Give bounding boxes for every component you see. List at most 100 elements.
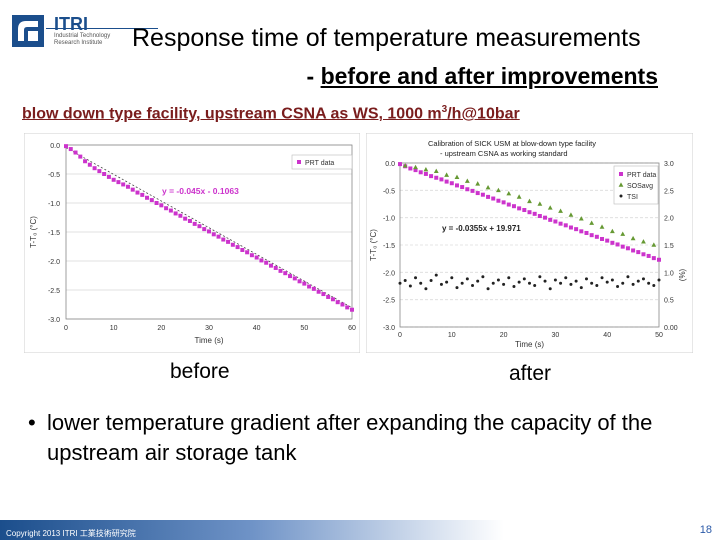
chart-after-y2tick-label: 0.5	[664, 298, 674, 305]
chart-after-point	[433, 168, 439, 173]
chart-after-point	[620, 231, 626, 236]
chart-after-y2tick-label: 2.5	[664, 188, 674, 195]
chart-after-xtick-label: 40	[603, 332, 611, 339]
chart-after-xtick-label: 50	[655, 332, 663, 339]
chart-before-point	[288, 274, 293, 279]
chart-before-xtick-label: 10	[110, 325, 118, 332]
bullet-dot-icon: •	[28, 410, 36, 435]
chart-after-point	[414, 276, 418, 280]
chart-after-point	[454, 183, 459, 188]
chart-after-y2label: (%)	[678, 268, 687, 281]
chart-after-y2tick-label: 2.0	[664, 216, 674, 223]
chart-after-point	[553, 219, 558, 224]
chart-after-xtick-label: 10	[448, 332, 456, 339]
chart-after-point	[630, 235, 636, 241]
chart-before-point	[230, 242, 235, 247]
chart-after-ytick-label: -3.0	[383, 325, 395, 332]
chart-before-point	[87, 162, 92, 167]
chart-before-point	[173, 211, 178, 216]
chart-after-point	[501, 200, 506, 205]
chart-after-point	[439, 177, 444, 182]
chart-before-point	[78, 154, 83, 159]
chart-after-point	[527, 198, 532, 204]
chart-after-point	[439, 282, 443, 286]
chart-after-point	[584, 230, 589, 235]
chart-after-point	[512, 285, 516, 289]
chart-after-point	[548, 287, 552, 291]
chart-before-point	[130, 187, 135, 192]
chart-after-y2tick-label: 1.5	[664, 243, 674, 250]
chart-before-point	[283, 271, 288, 276]
slide-title-line1: Response time of temperature measurement…	[132, 24, 641, 52]
chart-after-point	[563, 223, 568, 228]
chart-before-point	[297, 279, 302, 284]
chart-after-ytick-label: -1.5	[383, 243, 395, 250]
chart-before-point	[106, 174, 111, 179]
chart-before-point	[249, 253, 254, 258]
chart-after-point	[641, 239, 646, 244]
bullet-item: • lower temperature gradient after expan…	[28, 408, 698, 468]
chart-after-point	[527, 210, 532, 215]
chart-after-ytick-label: -0.5	[383, 188, 395, 195]
chart-before-point	[97, 169, 102, 174]
subheading-pre: blow down type facility, upstream CSNA a…	[22, 105, 442, 123]
chart-before-point	[335, 300, 340, 305]
chart-after-point	[496, 278, 500, 282]
copyright: Copyright 2013 ITRI 工業技術研究院	[6, 529, 136, 538]
chart-before-point	[207, 229, 211, 234]
chart-before-point	[197, 224, 202, 229]
chart-after-legend-label: TSI	[627, 194, 638, 201]
chart-after-point	[475, 191, 480, 196]
chart-after-point	[626, 275, 630, 279]
chart-after-point	[449, 181, 454, 186]
chart-before-point	[302, 281, 307, 286]
chart-before: 0.0 -0.5 -1.0 -1.5 -2.0 -2.5 -3.0 0 10 20 30 40 50 60…	[24, 133, 360, 353]
chart-after-y2tick-label: 3.0	[664, 161, 674, 168]
subheading-sup: 3	[441, 104, 448, 115]
chart-after-point	[522, 208, 527, 213]
chart-before-ytick-label: -3.0	[48, 317, 60, 324]
chart-after-point	[517, 280, 521, 284]
chart-before-ytick-label: -1.0	[48, 201, 60, 208]
chart-before-xtick-label: 0	[64, 325, 68, 332]
title-underlined: before and after improvements	[320, 63, 658, 89]
page-number: 18	[699, 524, 712, 536]
chart-before-point	[321, 292, 326, 297]
chart-before-ylabel: T-T₀ (°C)	[29, 216, 38, 248]
chart-after-point	[537, 214, 542, 219]
caption-before: before	[170, 360, 230, 383]
chart-after-point	[636, 279, 640, 283]
chart-after-point	[568, 225, 573, 230]
chart-after-point	[568, 212, 574, 217]
chart-after-point	[574, 227, 579, 232]
chart-after-point	[641, 252, 646, 257]
subheading-post: /h@10bar	[447, 105, 520, 123]
chart-after-point	[429, 279, 433, 283]
chart-after-point	[625, 246, 630, 251]
chart-after-point	[424, 287, 428, 291]
chart-after-point	[564, 276, 568, 280]
chart-after-point	[631, 248, 636, 253]
chart-after-point	[538, 275, 542, 279]
chart-after-point	[419, 281, 423, 285]
chart-before-point	[168, 208, 173, 213]
chart-after-point	[434, 175, 439, 180]
chart-after-xtick-label: 20	[500, 332, 508, 339]
chart-after-legend-label: SOSavg	[627, 183, 653, 190]
chart-after-point	[579, 286, 583, 290]
chart-after-point	[444, 172, 450, 177]
chart-after-legend-marker	[619, 194, 623, 198]
chart-after-point	[631, 282, 635, 286]
chart-before-ytick-label: -1.5	[48, 230, 60, 237]
chart-after-point	[553, 278, 557, 282]
chart-before-point	[68, 147, 73, 152]
chart-after-point	[491, 196, 496, 201]
chart-before-point	[92, 166, 97, 171]
chart-before-point	[316, 289, 321, 294]
chart-after-point	[605, 280, 609, 284]
chart-after-point	[636, 250, 641, 255]
chart-after-point	[460, 281, 464, 285]
chart-before-xlabel: Time (s)	[194, 336, 223, 345]
chart-after-point	[558, 208, 563, 213]
chart-after-ylabel: T-T₀ (°C)	[369, 229, 378, 261]
